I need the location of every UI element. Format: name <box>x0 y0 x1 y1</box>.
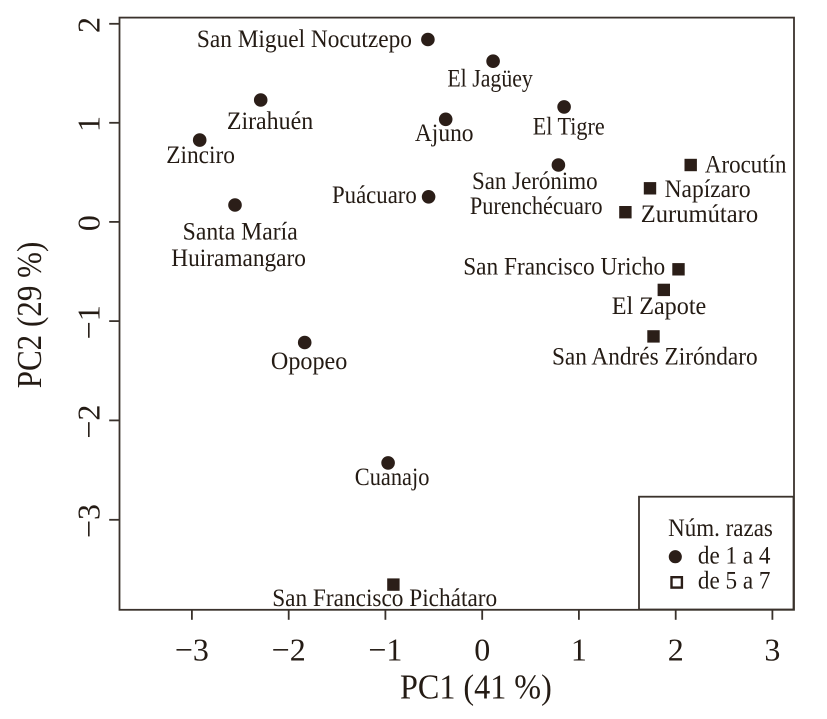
svg-text:Zinciro: Zinciro <box>166 142 235 169</box>
svg-text:San Francisco Pichátaro: San Francisco Pichátaro <box>272 585 497 612</box>
svg-text:San Jerónimo: San Jerónimo <box>472 168 598 195</box>
svg-text:1: 1 <box>71 116 107 132</box>
svg-text:Zurumútaro: Zurumútaro <box>641 201 759 228</box>
svg-text:2: 2 <box>668 632 684 668</box>
svg-text:de 5 a 7: de 5 a 7 <box>698 567 771 594</box>
svg-text:Cuanajo: Cuanajo <box>355 464 430 491</box>
svg-text:0: 0 <box>71 215 107 231</box>
svg-text:Santa María: Santa María <box>183 219 298 246</box>
svg-text:Purenchécuaro: Purenchécuaro <box>470 193 603 220</box>
svg-text:San Francisco Uricho: San Francisco Uricho <box>463 254 665 281</box>
svg-text:Zirahuén: Zirahuén <box>227 108 314 135</box>
svg-text:−1: −1 <box>71 305 107 339</box>
svg-text:PC2 (29 %): PC2 (29 %) <box>11 242 49 389</box>
svg-text:El Zapote: El Zapote <box>612 293 707 320</box>
svg-text:de 1 a 4: de 1 a 4 <box>698 542 771 569</box>
svg-text:Ajuno: Ajuno <box>415 120 474 147</box>
svg-text:PC1 (41 %): PC1 (41 %) <box>400 668 552 706</box>
svg-text:Opopeo: Opopeo <box>271 348 347 375</box>
svg-text:San Miguel Nocutzepo: San Miguel Nocutzepo <box>197 26 412 53</box>
svg-text:−2: −2 <box>71 405 107 439</box>
svg-text:Núm. razas: Núm. razas <box>668 515 773 542</box>
svg-text:Arocutín: Arocutín <box>705 152 787 179</box>
svg-text:−2: −2 <box>272 632 306 668</box>
svg-text:−1: −1 <box>368 632 402 668</box>
svg-text:2: 2 <box>71 17 107 33</box>
svg-text:−3: −3 <box>71 504 107 538</box>
svg-text:0: 0 <box>474 632 490 668</box>
svg-text:Huiramangaro: Huiramangaro <box>171 245 306 272</box>
svg-text:1: 1 <box>571 632 587 668</box>
svg-text:3: 3 <box>764 632 780 668</box>
svg-text:Napízaro: Napízaro <box>665 176 751 203</box>
svg-text:El Tigre: El Tigre <box>533 113 605 140</box>
svg-text:−3: −3 <box>175 632 209 668</box>
svg-text:El Jagüey: El Jagüey <box>447 65 533 92</box>
svg-text:Puácuaro: Puácuaro <box>332 182 417 209</box>
svg-text:San Andrés Ziróndaro: San Andrés Ziróndaro <box>552 343 758 370</box>
